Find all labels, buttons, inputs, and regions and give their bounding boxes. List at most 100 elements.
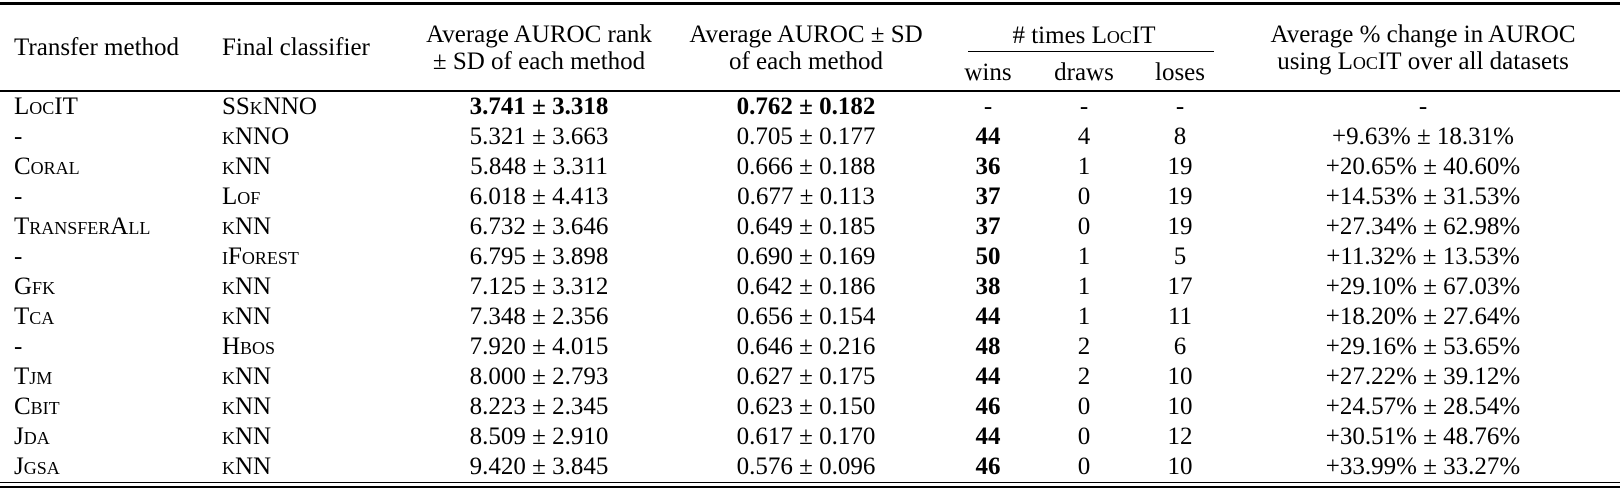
- col-header-auroc: Average AUROC ± SD of each method: [670, 5, 942, 91]
- cell-auroc: 0.705 ± 0.177: [736, 123, 876, 150]
- cell-final-classifier: iForest: [222, 243, 299, 270]
- cell-auroc-rank: 8.509 ± 2.910: [469, 423, 609, 450]
- cell-auroc: 0.623 ± 0.150: [736, 393, 876, 420]
- cell-transfer-method: Tjm: [14, 363, 53, 390]
- cell-auroc-rank: 6.732 ± 3.646: [469, 213, 609, 240]
- cell-final-classifier: kNN: [222, 213, 272, 240]
- cell-final-classifier: kNN: [222, 303, 272, 330]
- results-table: Transfer method Final classifier Average…: [0, 5, 1620, 482]
- cell-final-classifier: kNN: [222, 393, 272, 420]
- table-row: Coral kNN 5.848 ± 3.311 0.666 ± 0.188 36…: [0, 152, 1620, 182]
- cell-auroc-rank: 9.420 ± 3.845: [469, 453, 609, 480]
- cell-final-classifier: kNN: [222, 453, 272, 480]
- col-header-transfer-method: Transfer method: [14, 34, 180, 61]
- cell-transfer-method: Coral: [14, 153, 80, 180]
- cell-pct-change: +29.10% ± 67.03%: [1325, 273, 1521, 300]
- table-header: Transfer method Final classifier Average…: [0, 5, 1620, 91]
- cell-pct-change: +29.16% ± 53.65%: [1325, 333, 1521, 360]
- cell-auroc-rank: 5.321 ± 3.663: [469, 123, 609, 150]
- table-top-rule: [0, 2, 1620, 5]
- cell-loses: 19: [1167, 153, 1193, 180]
- col-header-draws: draws: [1054, 58, 1114, 86]
- cell-auroc: 0.617 ± 0.170: [736, 423, 876, 450]
- table-row: - iForest 6.795 ± 3.898 0.690 ± 0.169 50…: [0, 242, 1620, 272]
- cell-draws: 1: [1077, 153, 1091, 180]
- cell-final-classifier: Lof: [222, 183, 261, 210]
- cell-auroc-rank: 5.848 ± 3.311: [470, 153, 608, 180]
- cell-loses: 19: [1167, 183, 1193, 210]
- cell-final-classifier: kNNO: [222, 123, 290, 150]
- cell-auroc-rank: 8.223 ± 2.345: [469, 393, 609, 420]
- cell-final-classifier: Hbos: [222, 333, 276, 360]
- table-body: LocIT SSkNNO 3.741 ± 3.318 0.762 ± 0.182…: [0, 91, 1620, 482]
- cell-wins: 37: [975, 213, 1001, 240]
- cell-auroc: 0.690 ± 0.169: [736, 243, 876, 270]
- cell-pct-change: +9.63% ± 18.31%: [1332, 123, 1514, 150]
- cell-final-classifier: kNN: [222, 153, 272, 180]
- header-line: ± SD of each method: [432, 47, 646, 75]
- table-row: Tjm kNN 8.000 ± 2.793 0.627 ± 0.175 44 2…: [0, 362, 1620, 392]
- cell-loses: 10: [1167, 393, 1193, 420]
- cell-wins: 38: [975, 273, 1001, 300]
- cell-transfer-method: Jda: [14, 423, 50, 450]
- cell-loses: 11: [1167, 303, 1193, 330]
- cell-auroc-rank: 6.018 ± 4.413: [469, 183, 609, 210]
- cell-final-classifier: kNN: [222, 363, 272, 390]
- table-row: Gfk kNN 7.125 ± 3.312 0.642 ± 0.186 38 1…: [0, 272, 1620, 302]
- cell-draws: 0: [1077, 393, 1091, 420]
- cell-final-classifier: kNN: [222, 423, 272, 450]
- cell-transfer-method: Jgsa: [14, 453, 60, 480]
- cell-wins: 36: [975, 153, 1001, 180]
- col-header-auroc-rank: Average AUROC rank ± SD of each method: [408, 5, 670, 91]
- cell-loses: 6: [1173, 333, 1187, 360]
- header-line: Average AUROC ± SD: [689, 20, 923, 48]
- cell-pct-change: +11.32% ± 13.53%: [1326, 243, 1520, 270]
- table-row: Tca kNN 7.348 ± 2.356 0.656 ± 0.154 44 1…: [0, 302, 1620, 332]
- table-row: Jgsa kNN 9.420 ± 3.845 0.576 ± 0.096 46 …: [0, 452, 1620, 482]
- header-line-part: using: [1277, 47, 1338, 75]
- header-line: using LocIT over all datasets: [1230, 48, 1616, 75]
- cell-wins: 48: [975, 333, 1001, 360]
- header-line: # times: [1012, 21, 1092, 49]
- cell-draws: 2: [1077, 363, 1091, 390]
- cell-transfer-method: LocIT: [14, 93, 78, 120]
- cell-draws: 1: [1077, 243, 1091, 270]
- cell-pct-change: +27.22% ± 39.12%: [1325, 363, 1521, 390]
- cell-loses: 19: [1167, 213, 1193, 240]
- cell-wins: 37: [975, 183, 1001, 210]
- cell-pct-change: -: [1418, 93, 1428, 120]
- table-row: TransferAll kNN 6.732 ± 3.646 0.649 ± 0.…: [0, 212, 1620, 242]
- cell-auroc-rank: 7.125 ± 3.312: [469, 273, 609, 300]
- cell-transfer-method: -: [14, 333, 23, 360]
- cell-draws: -: [1079, 93, 1089, 120]
- col-header-final-classifier: Final classifier: [222, 34, 370, 61]
- cell-pct-change: +27.34% ± 62.98%: [1325, 213, 1521, 240]
- cell-auroc: 0.646 ± 0.216: [736, 333, 876, 360]
- cell-auroc-rank: 3.741 ± 3.318: [469, 93, 609, 120]
- cell-draws: 1: [1077, 303, 1091, 330]
- cell-loses: -: [1175, 93, 1185, 120]
- cell-loses: 8: [1173, 123, 1187, 150]
- cell-transfer-method: -: [14, 243, 23, 270]
- cell-pct-change: +20.65% ± 40.60%: [1325, 153, 1521, 180]
- cell-transfer-method: Cbit: [14, 393, 60, 420]
- cell-pct-change: +18.20% ± 27.64%: [1325, 303, 1521, 330]
- table-row: - Hbos 7.920 ± 4.015 0.646 ± 0.216 48 2 …: [0, 332, 1620, 362]
- cell-draws: 0: [1077, 213, 1091, 240]
- cell-auroc: 0.656 ± 0.154: [736, 303, 876, 330]
- locit-method-name: LocIT: [1091, 21, 1156, 49]
- cell-auroc: 0.762 ± 0.182: [736, 93, 876, 120]
- table-row: LocIT SSkNNO 3.741 ± 3.318 0.762 ± 0.182…: [0, 91, 1620, 122]
- cell-auroc-rank: 6.795 ± 3.898: [469, 243, 609, 270]
- cell-pct-change: +14.53% ± 31.53%: [1325, 183, 1521, 210]
- cell-draws: 0: [1077, 453, 1091, 480]
- col-header-wins: wins: [964, 58, 1012, 86]
- cell-loses: 5: [1173, 243, 1187, 270]
- cell-draws: 1: [1077, 273, 1091, 300]
- header-line: Average % change in AUROC: [1270, 20, 1576, 48]
- cell-wins: 44: [975, 423, 1001, 450]
- cell-wins: 46: [975, 453, 1001, 480]
- cell-transfer-method: TransferAll: [14, 213, 151, 240]
- table-row: Jda kNN 8.509 ± 2.910 0.617 ± 0.170 44 0…: [0, 422, 1620, 452]
